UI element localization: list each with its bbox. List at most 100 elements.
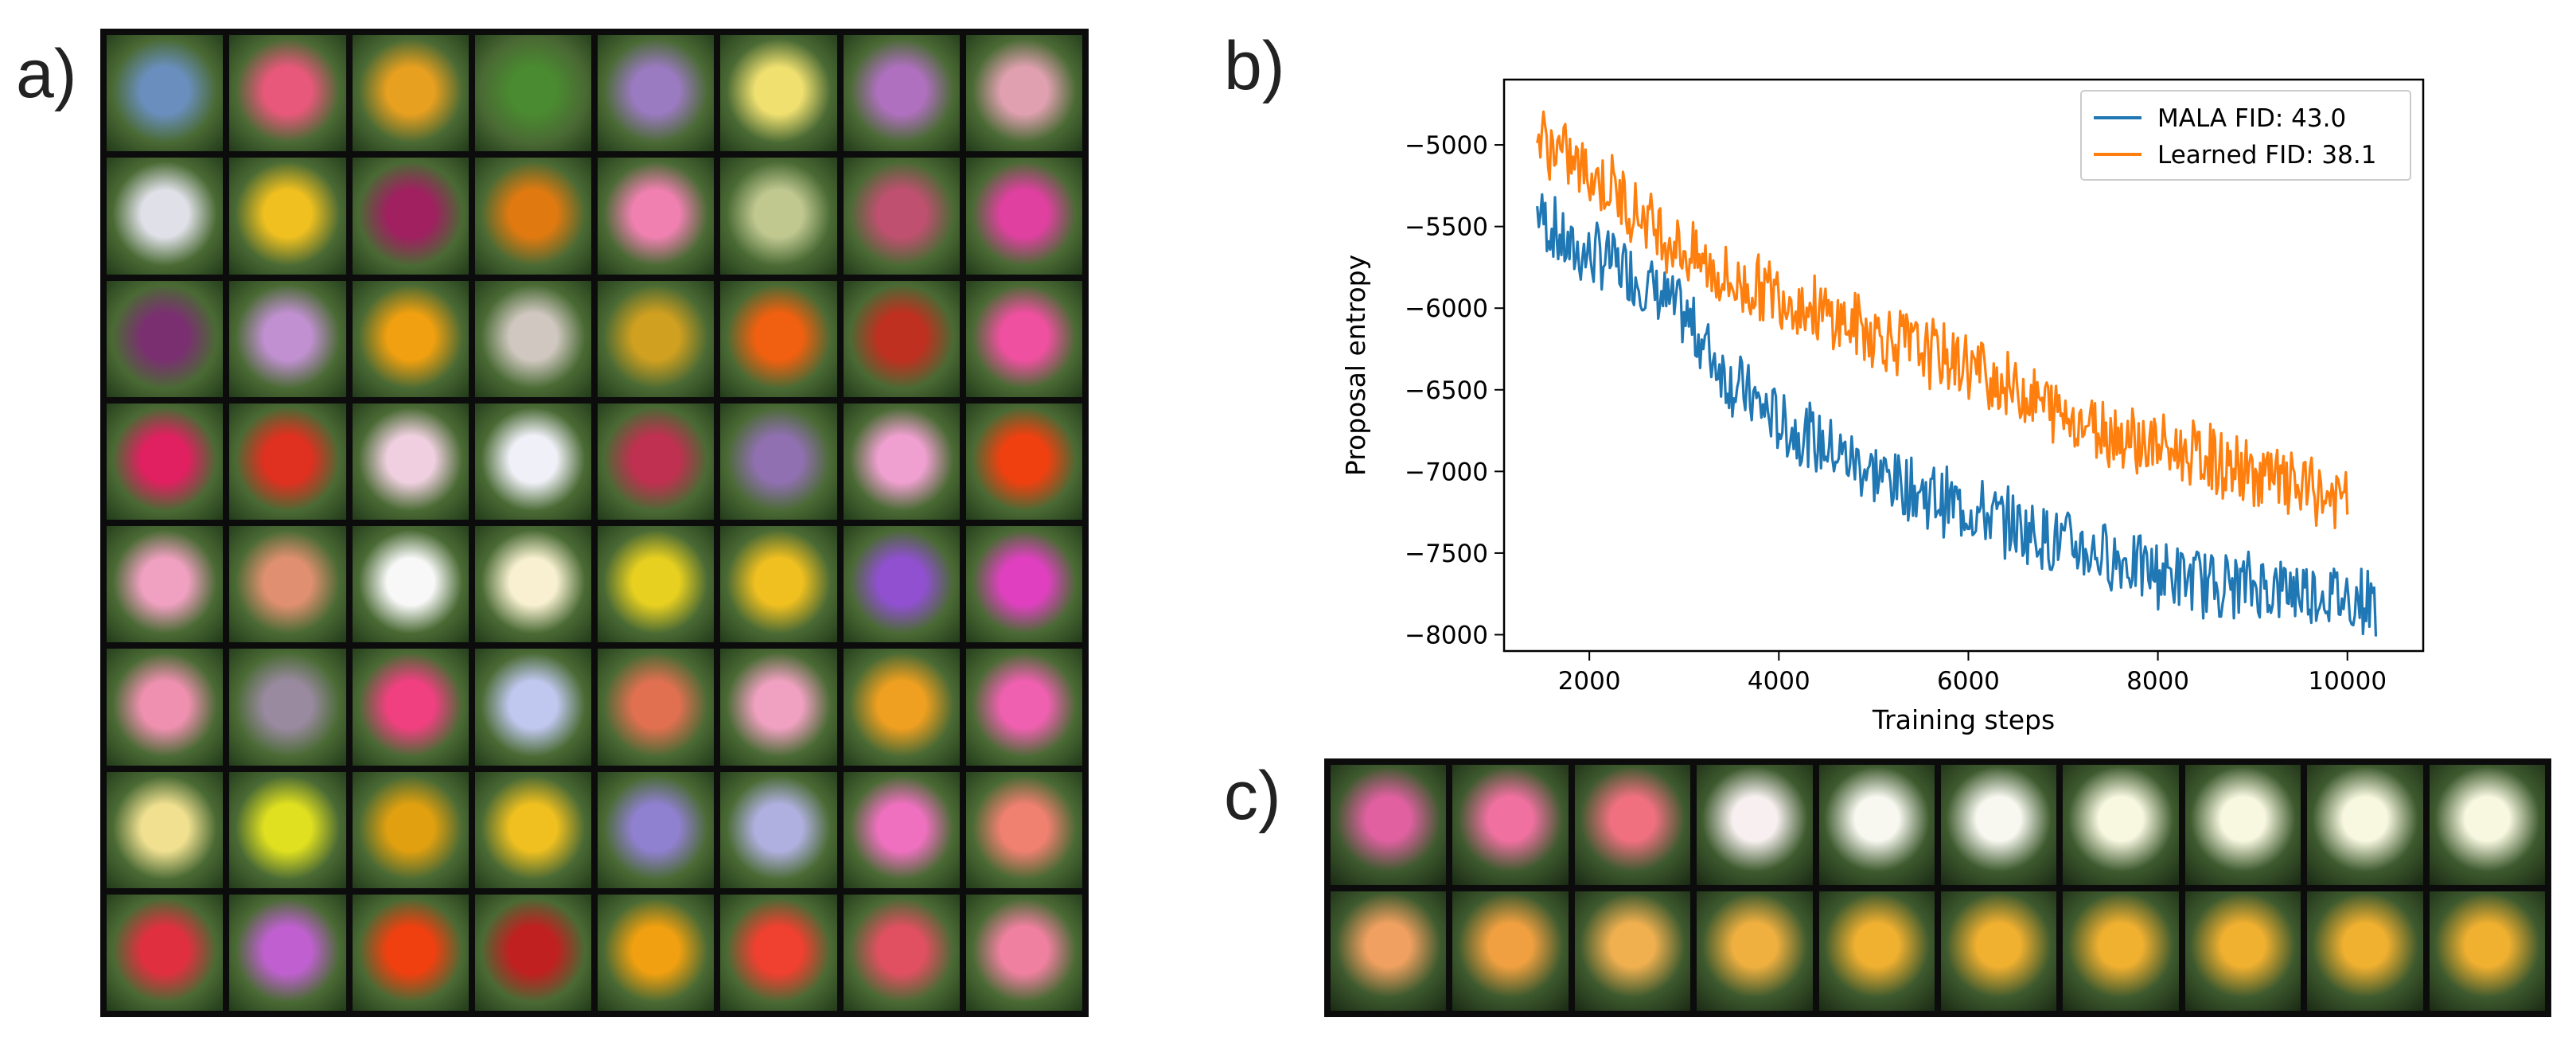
flower-sample-tile [965, 403, 1082, 520]
flower-sample-tile [720, 35, 837, 152]
flower-sample-tile [352, 158, 469, 275]
flower-sample-tile [352, 649, 469, 766]
flower-sample-tile [352, 526, 469, 643]
chain-step-tile [2429, 891, 2545, 1011]
x-tick-label: 6000 [1937, 667, 2000, 696]
flower-sample-tile [107, 403, 224, 520]
flower-sample-tile [229, 526, 346, 643]
chain-step-tile [1331, 891, 1447, 1011]
flower-sample-tile [720, 894, 837, 1011]
flower-sample-tile [107, 771, 224, 888]
legend-entry-mala: MALA FID: 43.0 [2157, 104, 2346, 133]
flower-sample-tile [843, 894, 960, 1011]
series-layer [1536, 110, 2378, 637]
chain-step-tile [2184, 891, 2301, 1011]
flower-sample-tile [229, 158, 346, 275]
chain-step-tile [2429, 765, 2545, 885]
x-ticks: 2000 4000 6000 8000 10000 [1558, 651, 2387, 696]
chain-step-tile [1818, 891, 1935, 1011]
flower-sample-tile [965, 280, 1082, 397]
chain-step-tile [2307, 765, 2423, 885]
flower-sample-tile [107, 158, 224, 275]
flower-sample-tile [720, 158, 837, 275]
flower-sample-tile [474, 649, 591, 766]
sampling-chain-strip [1324, 758, 2551, 1017]
flower-sample-tile [720, 771, 837, 888]
x-tick-label: 8000 [2126, 667, 2189, 696]
flower-sample-tile [107, 526, 224, 643]
flower-sample-tile [965, 894, 1082, 1011]
y-tick-label: −6500 [1405, 376, 1488, 405]
chain-step-tile [1697, 891, 1813, 1011]
flower-sample-tile [474, 771, 591, 888]
chain-step-tile [2184, 765, 2301, 885]
y-tick-label: −7000 [1405, 458, 1488, 486]
y-tick-label: −7500 [1405, 540, 1488, 568]
sample-image-grid [100, 29, 1089, 1017]
flower-sample-tile [229, 280, 346, 397]
flower-sample-tile [843, 403, 960, 520]
flower-sample-tile [474, 158, 591, 275]
flower-sample-tile [229, 894, 346, 1011]
y-tick-label: −8000 [1405, 621, 1488, 649]
flower-sample-tile [474, 35, 591, 152]
chain-step-tile [1452, 765, 1569, 885]
flower-sample-tile [229, 649, 346, 766]
flower-sample-tile [965, 35, 1082, 152]
flower-sample-tile [843, 771, 960, 888]
flower-sample-tile [229, 35, 346, 152]
y-tick-label: −5500 [1405, 213, 1488, 242]
legend-box [2080, 90, 2411, 181]
flower-sample-tile [598, 526, 715, 643]
x-axis-label: Training steps [1872, 704, 2055, 735]
chain-step-tile [1818, 765, 1935, 885]
chain-step-tile [1574, 891, 1691, 1011]
flower-sample-tile [598, 280, 715, 397]
x-tick-label: 4000 [1748, 667, 1810, 696]
flower-sample-tile [720, 526, 837, 643]
flower-sample-tile [107, 894, 224, 1011]
y-tick-label: −6000 [1405, 294, 1488, 323]
panel-label-a: a) [16, 36, 77, 112]
chain-step-tile [1941, 765, 2057, 885]
flower-sample-tile [474, 280, 591, 397]
flower-sample-tile [474, 526, 591, 643]
flower-sample-tile [843, 280, 960, 397]
entropy-chart: 2000 4000 6000 8000 10000 −5000 −5500 −6000 −65… [1340, 78, 2425, 735]
flower-sample-tile [229, 771, 346, 888]
chain-step-tile [2307, 891, 2423, 1011]
flower-sample-tile [598, 894, 715, 1011]
flower-sample-tile [843, 35, 960, 152]
flower-sample-tile [598, 403, 715, 520]
flower-sample-tile [598, 35, 715, 152]
y-axis-label: Proposal entropy [1340, 255, 1371, 476]
flower-sample-tile [107, 649, 224, 766]
flower-sample-tile [598, 771, 715, 888]
flower-sample-tile [107, 35, 224, 152]
flower-sample-tile [965, 158, 1082, 275]
flower-sample-tile [352, 771, 469, 888]
flower-sample-tile [965, 771, 1082, 888]
flower-sample-tile [229, 403, 346, 520]
flower-sample-tile [598, 158, 715, 275]
legend-entry-learned: Learned FID: 38.1 [2157, 141, 2376, 170]
flower-sample-tile [352, 894, 469, 1011]
flower-sample-tile [107, 280, 224, 397]
flower-sample-tile [843, 158, 960, 275]
flower-sample-tile [352, 403, 469, 520]
chain-step-tile [1574, 765, 1691, 885]
chain-step-tile [2063, 891, 2179, 1011]
y-tick-label: −5000 [1405, 131, 1488, 160]
flower-sample-tile [843, 526, 960, 643]
chain-step-tile [2063, 765, 2179, 885]
flower-sample-tile [965, 526, 1082, 643]
x-tick-label: 10000 [2308, 667, 2387, 696]
chain-step-tile [1331, 765, 1447, 885]
panel-label-b: b) [1224, 28, 1285, 104]
chain-step-tile [1452, 891, 1569, 1011]
x-tick-label: 2000 [1558, 667, 1621, 696]
panel-label-c: c) [1224, 758, 1281, 834]
chain-step-tile [1697, 765, 1813, 885]
flower-sample-tile [598, 649, 715, 766]
legend: MALA FID: 43.0 Learned FID: 38.1 [2080, 90, 2411, 181]
